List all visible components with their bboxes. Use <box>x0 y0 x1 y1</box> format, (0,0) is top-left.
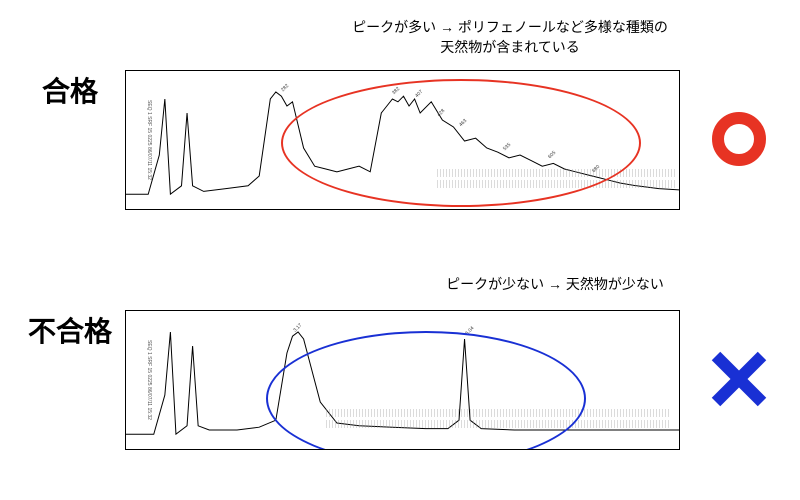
chromatogram-pass: SEQ 1 SRF 15 0225 86/07/11 15:32 2823824… <box>125 70 680 210</box>
caption-pass: ピークが多い → ポリフェノールなど多様な種類の天然物が含まれている <box>340 18 680 57</box>
chromatogram-fail: SEQ 1 SRF 15 0225 86/07/11 15:32 3.176.0… <box>125 310 680 450</box>
fail-cross-icon <box>710 350 768 408</box>
caption-fail: ピークが少ない → 天然物が少ない <box>405 275 705 295</box>
label-fail: 不合格 <box>15 310 125 350</box>
pass-circle-icon <box>710 110 768 168</box>
noise-band <box>326 420 670 428</box>
caption-fail-text: ピークが少ない → 天然物が少ない <box>446 276 664 292</box>
noise-band <box>326 409 670 417</box>
chromatogram-pass-svg <box>126 71 680 210</box>
chromatogram-fail-svg <box>126 311 680 450</box>
caption-pass-text: ピークが多い → ポリフェノールなど多様な種類の天然物が含まれている <box>352 19 668 55</box>
row-pass: 合格 <box>15 70 125 110</box>
left-annotation-fail: SEQ 1 SRF 15 0225 86/07/11 15:32 <box>128 311 152 449</box>
noise-band <box>437 169 676 177</box>
left-annotation-pass: SEQ 1 SRF 15 0225 86/07/11 15:32 <box>128 71 152 209</box>
noise-band <box>437 180 676 188</box>
row-fail: 不合格 <box>15 310 125 350</box>
label-pass: 合格 <box>15 70 125 110</box>
